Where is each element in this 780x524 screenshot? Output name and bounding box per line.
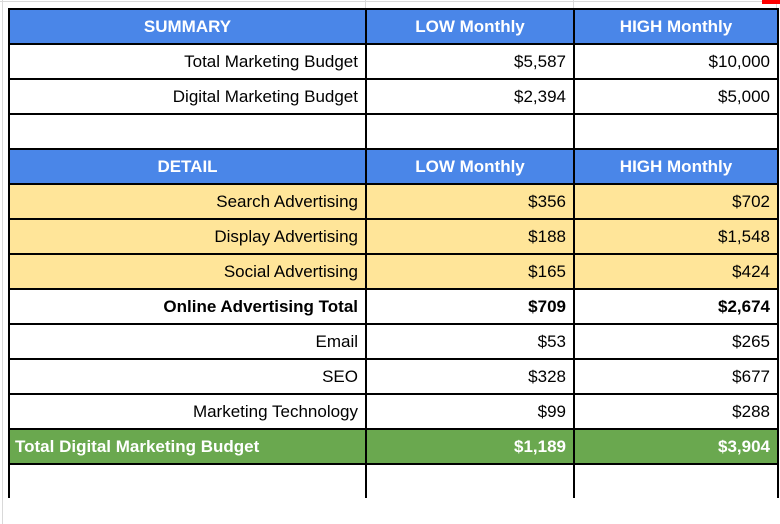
summary-high-header-cell[interactable]: HIGH Monthly xyxy=(573,8,779,45)
cell-high[interactable]: $424 xyxy=(573,253,779,290)
cell-low[interactable]: $328 xyxy=(365,358,575,395)
cell-low[interactable]: $356 xyxy=(365,183,575,220)
summary-header-row: SUMMARY LOW Monthly HIGH Monthly xyxy=(8,8,779,45)
gridline-col2-tick xyxy=(365,0,366,8)
gridline-left xyxy=(2,0,3,524)
cell-low[interactable]: $709 xyxy=(365,288,575,325)
cell-high[interactable]: $10,000 xyxy=(573,43,779,80)
detail-header-cell[interactable]: DETAIL xyxy=(8,148,367,185)
table-row: Search Advertising $356 $702 xyxy=(8,183,779,220)
cell-label[interactable]: Total Marketing Budget xyxy=(8,43,367,80)
cell-high[interactable]: $288 xyxy=(573,393,779,430)
cell-high[interactable]: $3,904 xyxy=(573,428,779,465)
gridline-right-tick xyxy=(776,0,777,8)
cell-label[interactable]: Marketing Technology xyxy=(8,393,367,430)
cell-label[interactable]: Social Advertising xyxy=(8,253,367,290)
table-row: Digital Marketing Budget $2,394 $5,000 xyxy=(8,78,779,115)
grand-total-row: Total Digital Marketing Budget $1,189 $3… xyxy=(8,428,779,465)
cell-label[interactable]: Display Advertising xyxy=(8,218,367,255)
summary-low-header-cell[interactable]: LOW Monthly xyxy=(365,8,575,45)
detail-header-row: DETAIL LOW Monthly HIGH Monthly xyxy=(8,148,779,185)
cell-high[interactable]: $5,000 xyxy=(573,78,779,115)
cell-low[interactable]: $1,189 xyxy=(365,428,575,465)
empty-row xyxy=(8,113,779,150)
cell-low[interactable]: $5,587 xyxy=(365,43,575,80)
cell-high[interactable]: $1,548 xyxy=(573,218,779,255)
cell-high[interactable]: $702 xyxy=(573,183,779,220)
subtotal-row: Online Advertising Total $709 $2,674 xyxy=(8,288,779,325)
red-border-marker xyxy=(762,0,780,4)
table-row: Display Advertising $188 $1,548 xyxy=(8,218,779,255)
cell-empty[interactable] xyxy=(8,113,367,150)
cell-low[interactable]: $165 xyxy=(365,253,575,290)
cell-empty[interactable] xyxy=(365,463,575,498)
table-row: Social Advertising $165 $424 xyxy=(8,253,779,290)
detail-high-header-cell[interactable]: HIGH Monthly xyxy=(573,148,779,185)
detail-low-header-cell[interactable]: LOW Monthly xyxy=(365,148,575,185)
cell-label[interactable]: Online Advertising Total xyxy=(8,288,367,325)
cell-label[interactable]: Email xyxy=(8,323,367,360)
cell-high[interactable]: $2,674 xyxy=(573,288,779,325)
cell-empty[interactable] xyxy=(573,463,779,498)
gridline-col3-tick xyxy=(573,0,574,8)
cell-low[interactable]: $53 xyxy=(365,323,575,360)
cell-label[interactable]: Digital Marketing Budget xyxy=(8,78,367,115)
table-row: SEO $328 $677 xyxy=(8,358,779,395)
cell-high[interactable]: $677 xyxy=(573,358,779,395)
table-row: Total Marketing Budget $5,587 $10,000 xyxy=(8,43,779,80)
cell-label[interactable]: Search Advertising xyxy=(8,183,367,220)
cell-low[interactable]: $99 xyxy=(365,393,575,430)
summary-header-cell[interactable]: SUMMARY xyxy=(8,8,367,45)
cell-empty[interactable] xyxy=(573,113,779,150)
gridline-top xyxy=(0,1,780,2)
cell-empty[interactable] xyxy=(365,113,575,150)
cell-low[interactable]: $188 xyxy=(365,218,575,255)
empty-row xyxy=(8,463,779,498)
cell-high[interactable]: $265 xyxy=(573,323,779,360)
table-row: Marketing Technology $99 $288 xyxy=(8,393,779,430)
cell-low[interactable]: $2,394 xyxy=(365,78,575,115)
cell-empty[interactable] xyxy=(8,463,367,498)
cell-label[interactable]: Total Digital Marketing Budget xyxy=(8,428,367,465)
cell-label[interactable]: SEO xyxy=(8,358,367,395)
budget-table: SUMMARY LOW Monthly HIGH Monthly Total M… xyxy=(8,8,779,498)
table-row: Email $53 $265 xyxy=(8,323,779,360)
